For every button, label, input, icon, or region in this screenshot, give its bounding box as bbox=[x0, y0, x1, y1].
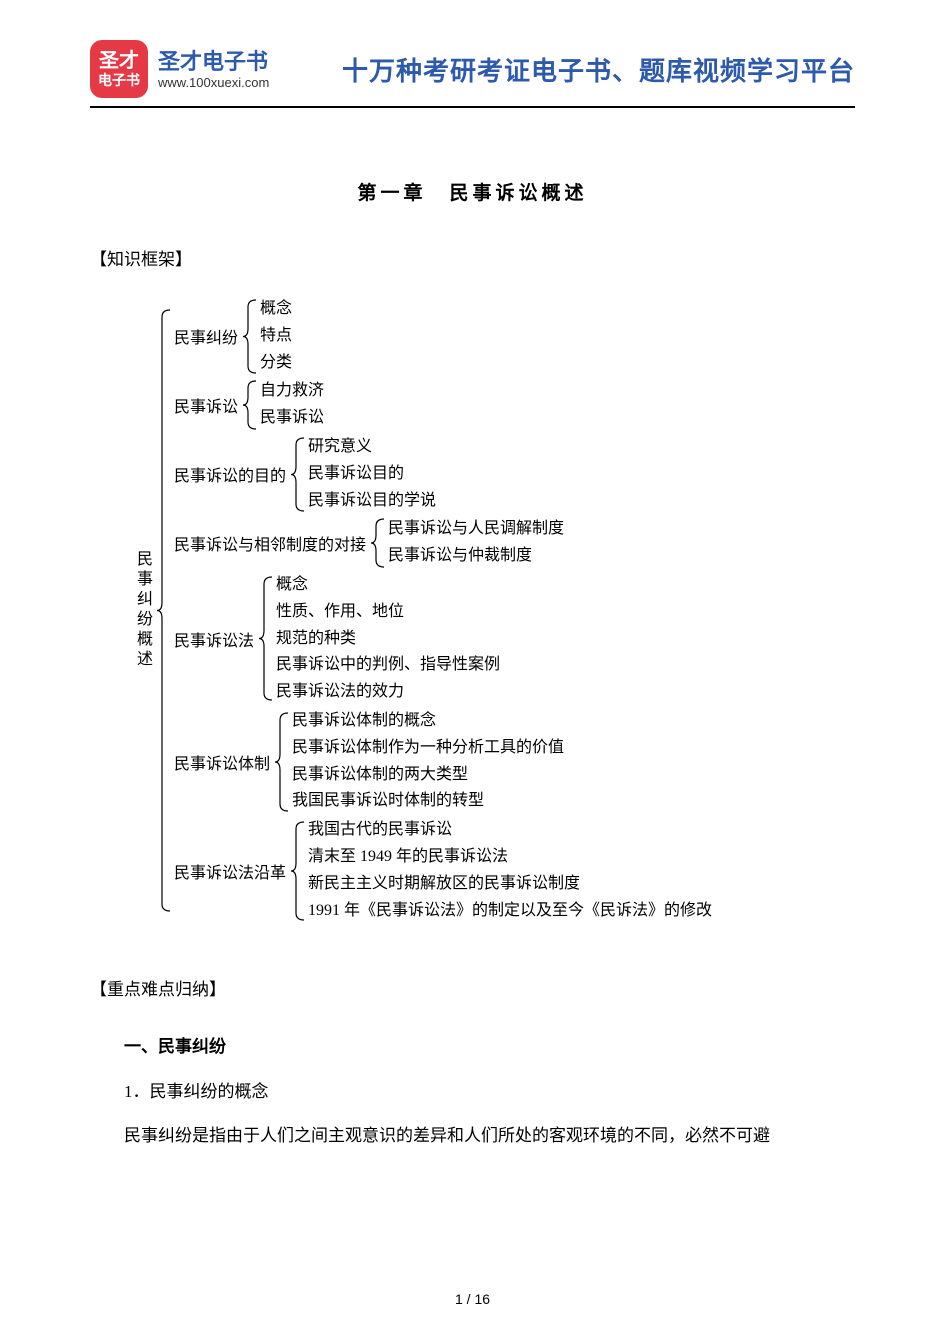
tree-leaf: 民事诉讼 bbox=[256, 405, 328, 432]
knowledge-tree: 民事纠纷概述 民事纠纷 概念特点分类民事诉讼 自力救济民事诉讼民事诉讼的目的 研… bbox=[130, 295, 855, 925]
brace-icon bbox=[156, 309, 170, 912]
tree-branch-label: 民事诉讼 bbox=[170, 393, 242, 417]
tree-branch-label: 民事纠纷 bbox=[170, 324, 242, 348]
tree-branch-label: 民事诉讼法沿革 bbox=[170, 859, 290, 883]
body-content: 一、民事纠纷 1．民事纠纷的概念 民事纠纷是指由于人们之间主观意识的差异和人们所… bbox=[90, 1025, 855, 1158]
heading-1: 一、民事纠纷 bbox=[90, 1025, 855, 1069]
tree-leaf: 民事诉讼体制作为一种分析工具的价值 bbox=[288, 735, 568, 762]
page-footer: 1 / 16 bbox=[0, 1291, 945, 1307]
tree-leaf: 民事诉讼目的学说 bbox=[304, 488, 440, 515]
tree-leaf: 我国民事诉讼时体制的转型 bbox=[288, 788, 568, 815]
tree-leaf: 民事诉讼体制的两大类型 bbox=[288, 762, 568, 789]
tree-branch: 民事诉讼体制 民事诉讼体制的概念民事诉讼体制作为一种分析工具的价值民事诉讼体制的… bbox=[170, 708, 716, 815]
tree-branch: 民事诉讼与相邻制度的对接 民事诉讼与人民调解制度民事诉讼与仲裁制度 bbox=[170, 516, 716, 570]
paragraph-1: 民事纠纷是指由于人们之间主观意识的差异和人们所处的客观环境的不同，必然不可避 bbox=[90, 1114, 855, 1158]
document-page: 圣才 电子书 圣才电子书 www.100xuexi.com 十万种考研考证电子书… bbox=[0, 0, 945, 1337]
brand-title: 圣才电子书 bbox=[158, 49, 269, 75]
tree-leaf: 1991 年《民事诉讼法》的制定以及至今《民诉法》的修改 bbox=[304, 898, 716, 925]
tree-leaf: 研究意义 bbox=[304, 434, 440, 461]
page-header: 圣才 电子书 圣才电子书 www.100xuexi.com 十万种考研考证电子书… bbox=[90, 40, 855, 108]
tree-branch-label: 民事诉讼与相邻制度的对接 bbox=[170, 531, 370, 555]
tree-leaf: 民事诉讼体制的概念 bbox=[288, 708, 568, 735]
tree-leaf: 自力救济 bbox=[256, 378, 328, 405]
heading-2: 1．民事纠纷的概念 bbox=[90, 1070, 855, 1114]
keypoints-label: 【重点难点归纳】 bbox=[90, 975, 855, 1000]
header-tagline: 十万种考研考证电子书、题库视频学习平台 bbox=[285, 51, 855, 88]
brace-icon bbox=[242, 299, 256, 374]
brace-icon bbox=[242, 380, 256, 430]
logo-text-2: 电子书 bbox=[98, 72, 140, 88]
tree-leaf: 民事诉讼与仲裁制度 bbox=[384, 543, 568, 570]
brace-icon bbox=[274, 712, 288, 812]
tree-branch: 民事诉讼法沿革 我国古代的民事诉讼清末至 1949 年的民事诉讼法新民主主义时期… bbox=[170, 817, 716, 924]
framework-label: 【知识框架】 bbox=[90, 245, 855, 270]
tree-branch: 民事诉讼法 概念性质、作用、地位规范的种类民事诉讼中的判例、指导性案例民事诉讼法… bbox=[170, 572, 716, 706]
tree-root-label: 民事纠纷概述 bbox=[130, 550, 156, 670]
brace-icon bbox=[290, 437, 304, 512]
tree-leaf: 民事诉讼法的效力 bbox=[272, 679, 504, 706]
brace-icon bbox=[290, 821, 304, 921]
tree-leaf: 新民主主义时期解放区的民事诉讼制度 bbox=[304, 871, 716, 898]
brand-url: www.100xuexi.com bbox=[158, 75, 269, 90]
tree-branch-label: 民事诉讼体制 bbox=[170, 750, 274, 774]
brace-icon bbox=[370, 518, 384, 568]
tree-branch: 民事诉讼的目的 研究意义民事诉讼目的民事诉讼目的学说 bbox=[170, 434, 716, 514]
tree-leaf: 概念 bbox=[256, 296, 296, 323]
tree-leaf: 民事诉讼中的判例、指导性案例 bbox=[272, 652, 504, 679]
tree-leaf: 清末至 1949 年的民事诉讼法 bbox=[304, 844, 716, 871]
tree-leaf: 民事诉讼与人民调解制度 bbox=[384, 516, 568, 543]
tree-branch: 民事诉讼 自力救济民事诉讼 bbox=[170, 378, 716, 432]
tree-leaf: 特点 bbox=[256, 323, 296, 350]
brace-icon bbox=[258, 576, 272, 701]
logo-text-1: 圣才 bbox=[99, 50, 139, 72]
brand-logo: 圣才 电子书 bbox=[90, 40, 148, 98]
chapter-title: 第一章 民事诉讼概述 bbox=[90, 178, 855, 205]
tree-branch-label: 民事诉讼的目的 bbox=[170, 462, 290, 486]
tree-branch: 民事纠纷 概念特点分类 bbox=[170, 296, 716, 376]
tree-leaf: 性质、作用、地位 bbox=[272, 599, 504, 626]
tree-leaf: 概念 bbox=[272, 572, 504, 599]
tree-leaf: 分类 bbox=[256, 350, 296, 377]
tree-leaf: 我国古代的民事诉讼 bbox=[304, 817, 716, 844]
tree-branch-label: 民事诉讼法 bbox=[170, 627, 258, 651]
page-number: 1 / 16 bbox=[455, 1291, 490, 1307]
tree-leaf: 民事诉讼目的 bbox=[304, 461, 440, 488]
tree-leaf: 规范的种类 bbox=[272, 626, 504, 653]
brand-block: 圣才电子书 www.100xuexi.com bbox=[158, 49, 269, 90]
